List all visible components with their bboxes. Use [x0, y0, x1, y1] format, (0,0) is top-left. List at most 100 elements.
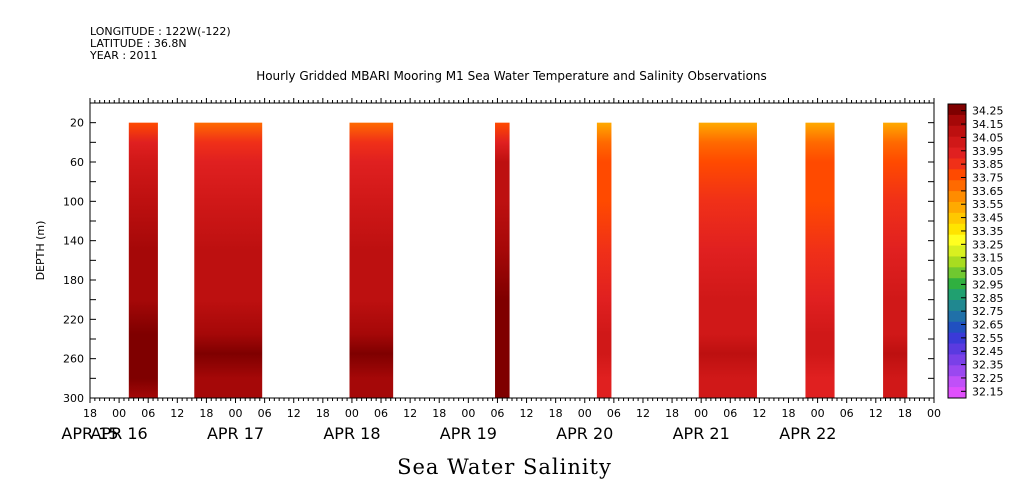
x-hour-tick-label: 06	[258, 407, 272, 420]
axes: 18 00 06 12 18 00 06 12 18 00 06 12 18 00 06 12 18 00 06 12…	[34, 98, 941, 443]
colorbar-swatch	[948, 278, 966, 290]
x-hour-tick-label: 18	[199, 407, 213, 420]
colorbar-label: 32.55	[972, 332, 1004, 345]
colorbar-label: 33.45	[972, 212, 1004, 225]
colorbar-swatch	[948, 256, 966, 268]
colorbar-label: 33.65	[972, 185, 1004, 198]
x-hour-tick-label: 18	[898, 407, 912, 420]
y-tick-label: 140	[63, 235, 84, 248]
x-day-label: APR 20	[556, 424, 613, 443]
data-block	[883, 122, 908, 399]
colorbar-label: 33.85	[972, 158, 1004, 171]
colorbar-swatch	[948, 387, 966, 399]
chart-title: Hourly Gridded MBARI Mooring M1 Sea Wate…	[256, 69, 767, 83]
x-hour-tick-label: 12	[170, 407, 184, 420]
colorbar-swatch	[948, 223, 966, 236]
y-axis-label: DEPTH (m)	[34, 221, 47, 281]
x-hour-tick-label: 06	[607, 407, 621, 420]
colorbar-swatch	[948, 267, 966, 279]
colorbar-swatch	[948, 289, 966, 301]
colorbar-label: 33.95	[972, 145, 1004, 158]
colorbar-label: 32.35	[972, 359, 1004, 372]
colorbar-label: 32.25	[972, 372, 1004, 385]
x-hour-tick-label: 00	[927, 407, 941, 420]
x-day-label: APR 21	[673, 424, 730, 443]
x-hour-tick-label: 00	[694, 407, 708, 420]
colorbar-frame	[947, 103, 967, 399]
colorbar-label: 34.05	[972, 131, 1004, 144]
plot-area	[128, 122, 908, 399]
y-tick-label: 220	[63, 313, 84, 326]
y-tick-label: 60	[70, 156, 84, 169]
colorbar-swatch	[948, 212, 966, 225]
colorbar-swatch	[948, 202, 966, 214]
x-day-label: APR 19	[440, 424, 497, 443]
colorbar-label: 33.35	[972, 225, 1004, 238]
x-hour-tick-label: 06	[374, 407, 388, 420]
x-hour-tick-label: 00	[811, 407, 825, 420]
x-hour-tick-label: 18	[432, 407, 446, 420]
colorbar-swatch	[948, 354, 966, 366]
colorbar-swatch	[948, 234, 966, 247]
colorbar-swatch	[948, 376, 966, 388]
colorbar-swatch	[948, 104, 966, 116]
colorbar-label: 32.75	[972, 305, 1004, 318]
colorbar-swatch	[948, 136, 966, 149]
x-hour-tick-label: 12	[520, 407, 534, 420]
y-tick-label: 100	[63, 195, 84, 208]
colorbar-swatch	[948, 365, 966, 377]
y-tick-label: 260	[63, 353, 84, 366]
x-hour-tick-label: 06	[490, 407, 504, 420]
data-block	[596, 122, 612, 399]
colorbar-swatch	[948, 114, 966, 127]
colorbar-swatch	[948, 180, 966, 192]
colorbar-label: 33.15	[972, 252, 1004, 265]
x-hour-tick-label: 18	[549, 407, 563, 420]
colorbar-label: 33.25	[972, 238, 1004, 251]
colorbar-swatch	[948, 169, 966, 181]
colorbar: 34.2534.1534.0533.9533.8533.7533.6533.55…	[947, 103, 1004, 399]
colorbar-swatch	[948, 300, 966, 312]
x-day-label: APR 22	[779, 424, 836, 443]
colorbar-label: 33.55	[972, 198, 1004, 211]
x-hour-tick-label: 12	[403, 407, 417, 420]
colorbar-swatch	[948, 147, 966, 159]
y-tick-label: 20	[70, 117, 84, 130]
data-block	[194, 122, 263, 399]
x-hour-tick-label: 18	[83, 407, 97, 420]
x-day-label: APR 16	[91, 424, 148, 443]
latitude-label: LATITUDE : 36.8N	[90, 37, 187, 50]
x-hour-tick-label: 12	[752, 407, 766, 420]
x-hour-tick-label: 18	[665, 407, 679, 420]
variable-label: Sea Water Salinity	[397, 455, 612, 479]
x-hour-tick-label: 00	[229, 407, 243, 420]
colorbar-label: 32.45	[972, 345, 1004, 358]
y-tick-label: 300	[63, 392, 84, 405]
colorbar-swatch	[948, 332, 966, 345]
colorbar-label: 32.95	[972, 278, 1004, 291]
x-hour-tick-label: 00	[112, 407, 126, 420]
x-hour-tick-label: 06	[141, 407, 155, 420]
colorbar-swatch	[948, 321, 966, 334]
colorbar-label: 32.15	[972, 385, 1004, 398]
data-block	[349, 122, 394, 399]
x-hour-tick-label: 00	[578, 407, 592, 420]
x-hour-tick-label: 00	[345, 407, 359, 420]
x-hour-tick-label: 18	[781, 407, 795, 420]
data-block	[698, 122, 757, 399]
x-hour-tick-label: 12	[636, 407, 650, 420]
data-block	[128, 122, 158, 399]
colorbar-label: 33.75	[972, 172, 1004, 185]
colorbar-swatch	[948, 310, 966, 323]
year-label: YEAR : 2011	[90, 49, 158, 62]
colorbar-swatch	[948, 245, 966, 257]
colorbar-swatch	[948, 158, 966, 170]
x-hour-tick-label: 00	[461, 407, 475, 420]
colorbar-swatch	[948, 343, 966, 355]
colorbar-label: 34.15	[972, 118, 1004, 131]
x-hour-tick-label: 12	[287, 407, 301, 420]
colorbar-label: 32.85	[972, 292, 1004, 305]
x-hour-tick-label: 12	[869, 407, 883, 420]
colorbar-label: 32.65	[972, 319, 1004, 332]
